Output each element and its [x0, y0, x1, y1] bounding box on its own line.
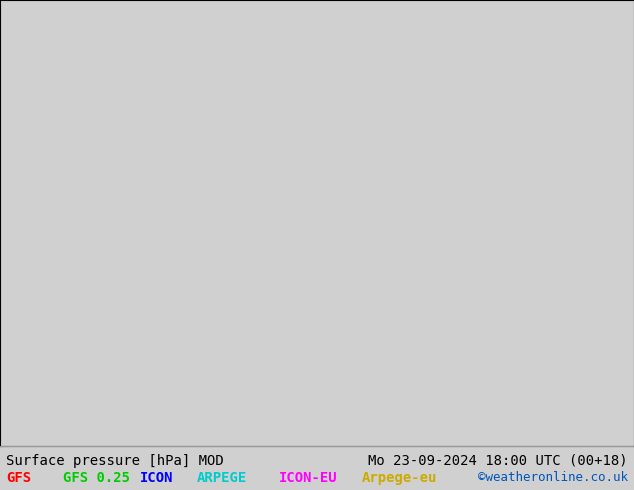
Text: Arpege-eu: Arpege-eu	[361, 471, 437, 485]
Text: ©weatheronline.co.uk: ©weatheronline.co.uk	[477, 471, 628, 484]
Text: ICON-EU: ICON-EU	[279, 471, 337, 485]
Text: ARPEGE: ARPEGE	[197, 471, 247, 485]
Text: Surface pressure [hPa] MOD: Surface pressure [hPa] MOD	[6, 454, 224, 467]
Text: GFS 0.25: GFS 0.25	[63, 471, 131, 485]
Text: Mo 23-09-2024 18:00 UTC (00+18): Mo 23-09-2024 18:00 UTC (00+18)	[368, 454, 628, 467]
Text: GFS: GFS	[6, 471, 32, 485]
Text: ICON: ICON	[139, 471, 173, 485]
